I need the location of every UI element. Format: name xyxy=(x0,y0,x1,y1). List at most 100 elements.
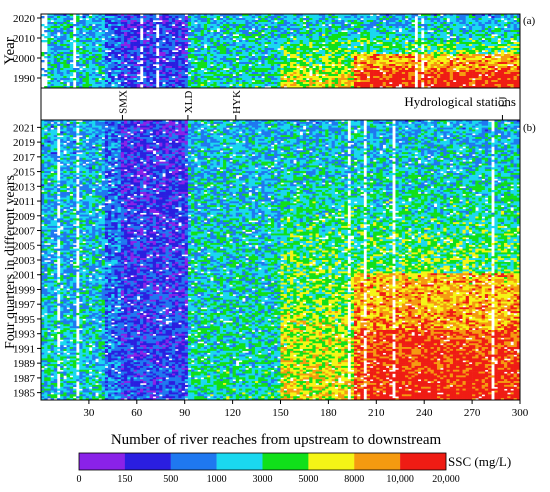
heatmap-cell xyxy=(203,60,208,63)
heatmap-cell xyxy=(69,86,74,89)
heatmap-cell xyxy=(251,26,256,29)
heatmap-cell xyxy=(398,70,403,73)
heatmap-cell xyxy=(436,38,441,41)
heatmap-cell xyxy=(117,42,122,45)
heatmap-cell xyxy=(194,62,198,65)
heatmap-cell xyxy=(350,26,355,29)
heatmap-cell xyxy=(127,78,131,81)
heatmap-cell xyxy=(130,28,134,31)
heatmap-cell xyxy=(452,82,457,85)
heatmap-cell xyxy=(229,40,233,43)
heatmap-cell xyxy=(101,52,106,55)
heatmap-cell xyxy=(497,16,502,19)
heatmap-cell xyxy=(82,46,86,49)
heatmap-cell xyxy=(497,28,502,31)
heatmap-cell xyxy=(353,34,358,37)
heatmap-cell xyxy=(389,38,393,41)
heatmap-cell xyxy=(223,84,227,87)
heatmap-cell xyxy=(315,52,320,55)
heatmap-cell xyxy=(350,82,355,85)
heatmap-cell xyxy=(85,20,90,23)
heatmap-cell xyxy=(213,40,217,43)
heatmap-cell xyxy=(47,64,51,67)
heatmap-cell xyxy=(111,40,115,43)
heatmap-cell xyxy=(417,68,422,71)
heatmap-cell xyxy=(117,28,122,31)
heatmap-cell xyxy=(187,20,192,23)
heatmap-cell xyxy=(302,78,307,81)
heatmap-cell xyxy=(309,60,313,63)
heatmap-cell xyxy=(264,36,269,39)
heatmap-cell xyxy=(360,78,364,81)
heatmap-cell xyxy=(226,40,230,43)
heatmap-cell xyxy=(312,78,316,81)
heatmap-cell xyxy=(149,18,154,21)
heatmap-cell xyxy=(267,50,272,53)
heatmap-cell xyxy=(251,30,256,33)
heatmap-cell xyxy=(504,14,508,17)
heatmap-cell xyxy=(315,32,320,35)
heatmap-cell xyxy=(325,42,329,45)
heatmap-cell xyxy=(254,20,259,23)
heatmap-cell xyxy=(299,60,304,63)
heatmap-cell xyxy=(238,62,243,65)
heatmap-cell xyxy=(315,46,320,49)
heatmap-cell xyxy=(430,54,435,57)
heatmap-cell xyxy=(168,46,173,49)
heatmap-cell xyxy=(168,24,173,27)
heatmap-cell xyxy=(302,32,307,35)
heatmap-cell xyxy=(127,22,131,25)
heatmap-cell xyxy=(401,34,406,37)
heatmap-cell xyxy=(267,62,272,65)
heatmap-cell xyxy=(417,18,422,21)
heatmap-cell xyxy=(162,66,166,69)
heatmap-cell xyxy=(414,40,419,43)
heatmap-cell xyxy=(452,32,457,35)
heatmap-cell xyxy=(69,22,74,25)
heatmap-cell xyxy=(366,20,371,23)
heatmap-cell xyxy=(178,68,182,71)
heatmap-cell xyxy=(210,78,214,81)
heatmap-cell xyxy=(443,34,447,37)
heatmap-cell xyxy=(318,18,323,21)
heatmap-cell xyxy=(133,16,138,19)
heatmap-cell xyxy=(226,76,230,79)
heatmap-cell xyxy=(210,16,214,19)
heatmap-cell xyxy=(405,58,409,61)
heatmap-cell xyxy=(341,32,345,35)
heatmap-cell xyxy=(187,72,192,75)
heatmap-cell xyxy=(516,48,521,51)
heatmap-cell xyxy=(331,74,336,77)
heatmap-cell xyxy=(223,16,227,19)
heatmap-cell xyxy=(197,60,201,63)
heatmap-cell xyxy=(101,76,106,79)
heatmap-cell xyxy=(261,16,265,19)
heatmap-cell xyxy=(261,60,265,63)
heatmap-cell xyxy=(382,44,387,47)
heatmap-cell xyxy=(401,80,406,83)
heatmap-cell xyxy=(516,24,521,27)
heatmap-cell xyxy=(290,20,294,23)
heatmap-cell xyxy=(274,64,278,67)
heatmap-cell xyxy=(152,58,157,61)
heatmap-cell xyxy=(417,80,422,83)
heatmap-cell xyxy=(446,50,451,53)
heatmap-cell xyxy=(124,42,128,45)
heatmap-cell xyxy=(427,66,431,69)
heatmap-cell xyxy=(85,50,90,53)
heatmap-cell xyxy=(456,64,460,67)
heatmap-cell xyxy=(405,34,409,37)
heatmap-cell xyxy=(76,60,80,63)
heatmap-cell xyxy=(104,84,109,87)
heatmap-cell xyxy=(299,18,304,21)
heatmap-cell xyxy=(178,32,182,35)
heatmap-cell xyxy=(171,46,176,49)
heatmap-cell xyxy=(379,28,383,31)
heatmap-cell xyxy=(232,46,237,49)
heatmap-cell xyxy=(235,80,240,83)
heatmap-cell xyxy=(270,84,275,87)
heatmap-cell xyxy=(120,66,125,69)
heatmap-cell xyxy=(213,14,217,17)
heatmap-cell xyxy=(357,42,361,45)
heatmap-cell xyxy=(459,74,463,77)
